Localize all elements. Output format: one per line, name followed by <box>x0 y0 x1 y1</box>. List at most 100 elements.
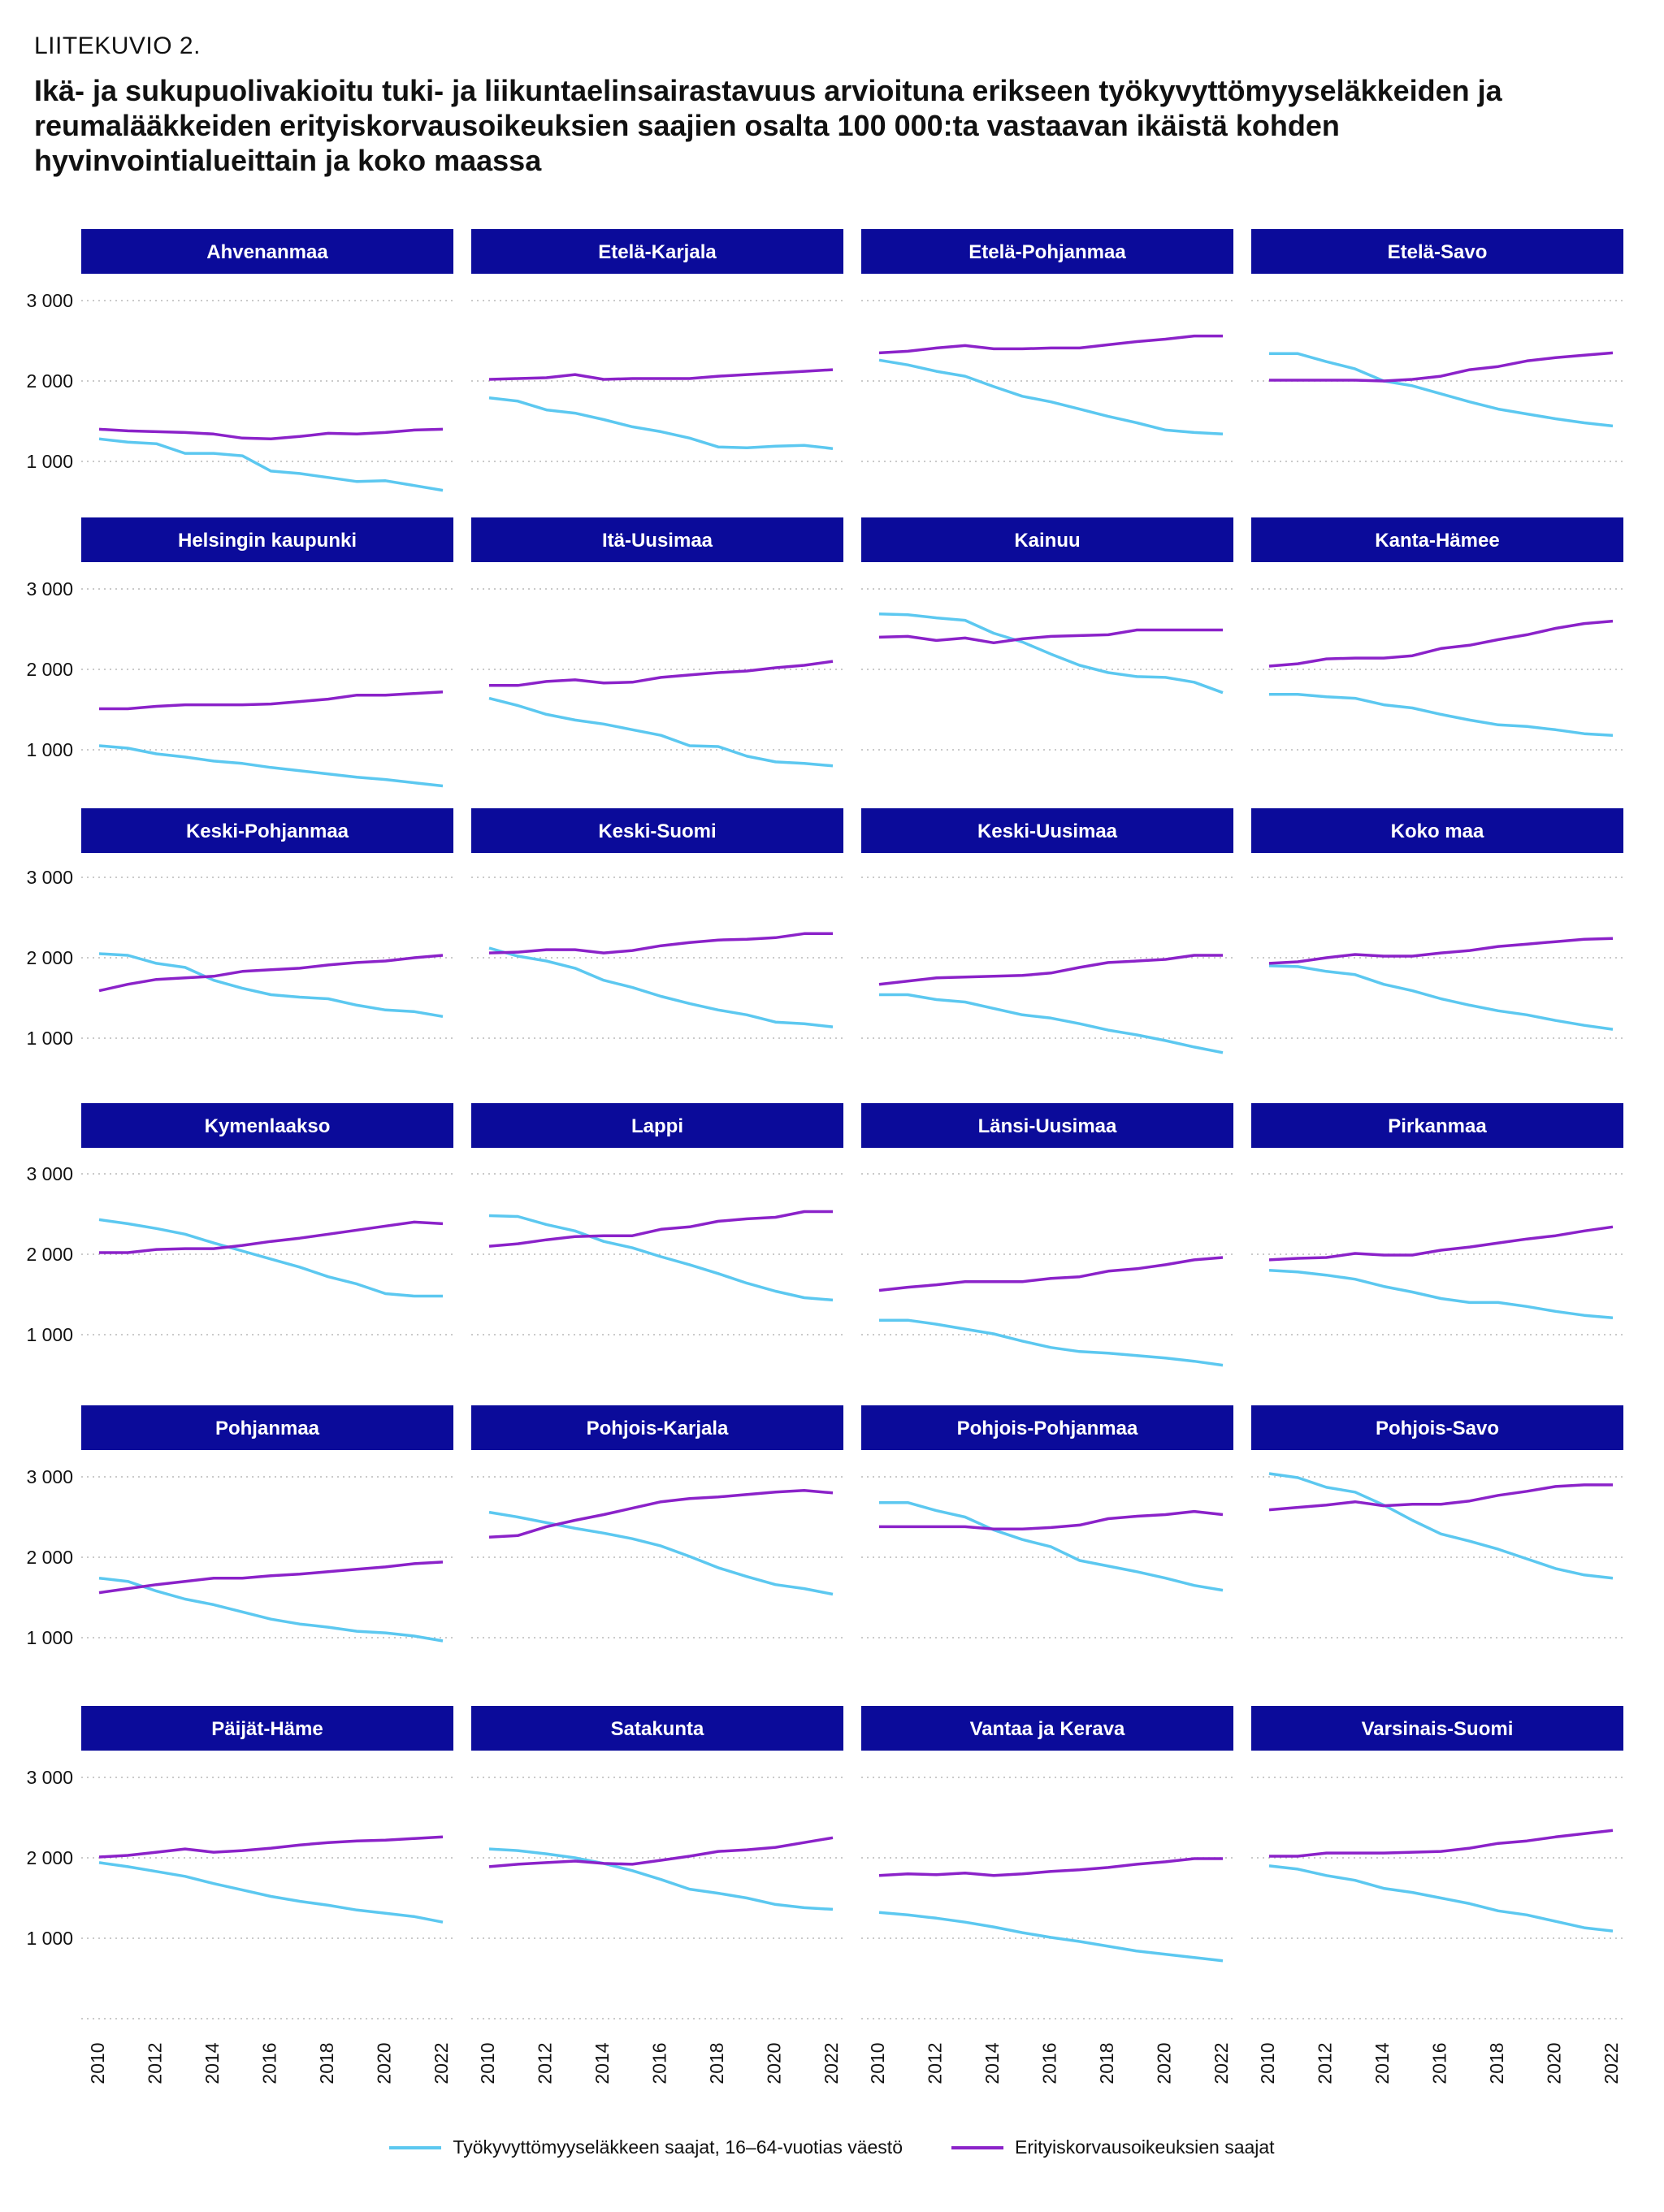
panel-title: Itä-Uusimaa <box>602 530 713 552</box>
series-line-erityiskorvausoikeus <box>878 628 1223 645</box>
series-line-erityiskorvausoikeus <box>488 1210 833 1248</box>
panel-title: Kanta-Hämee <box>1375 530 1499 552</box>
x-tick-label: 2022 <box>1601 2042 1622 2084</box>
series-line-erityiskorvausoikeus <box>488 1836 834 1868</box>
series-line-tyokyvyttomyyselake <box>1268 1472 1614 1580</box>
panel-title: Päijät-Häme <box>211 1718 323 1740</box>
panel-title: Keski-Suomi <box>598 820 716 842</box>
panel-header <box>471 1706 843 1751</box>
series-line-tyokyvyttomyyselake <box>488 1214 834 1302</box>
x-tick-label: 2022 <box>821 2042 842 2084</box>
panel-header <box>471 1103 843 1148</box>
panel-title: Vantaa ja Kerava <box>970 1718 1125 1740</box>
series-line-erityiskorvausoikeus <box>98 1835 444 1859</box>
x-tick-label: 2018 <box>1096 2042 1117 2084</box>
series-line-tyokyvyttomyyselake <box>878 358 1224 436</box>
x-tick-label: 2012 <box>145 2042 166 2084</box>
series-line-tyokyvyttomyyselake <box>879 1318 1224 1367</box>
y-tick-label: 2 000 <box>26 1547 73 1568</box>
series-line-erityiskorvausoikeus <box>99 1220 444 1254</box>
series-line-erityiskorvausoikeus <box>1268 619 1614 668</box>
series-line-erityiskorvausoikeus <box>878 954 1223 986</box>
series-line-erityiskorvausoikeus <box>879 1509 1224 1531</box>
x-tick-label: 2016 <box>1039 2042 1060 2084</box>
panel-title: Pohjois-Savo <box>1376 1418 1499 1439</box>
panel-title: Pohjois-Pohjanmaa <box>957 1418 1138 1439</box>
x-tick-label: 2020 <box>1544 2042 1565 2084</box>
x-tick-label: 2018 <box>1486 2042 1507 2084</box>
x-tick-label: 2016 <box>1429 2042 1450 2084</box>
series-line-tyokyvyttomyyselake <box>878 1911 1224 1963</box>
y-tick-label: 2 000 <box>26 370 73 392</box>
panel-header <box>1251 1103 1623 1148</box>
legend-label-series-1: Työkyvyttömyyseläkkeen saajat, 16–64-vuo… <box>453 2136 903 2158</box>
x-tick-label: 2020 <box>374 2042 395 2084</box>
x-tick-label: 2014 <box>592 2042 613 2084</box>
panel-header <box>1251 229 1623 274</box>
y-tick-label: 1 000 <box>26 1028 73 1049</box>
x-tick-label: 2014 <box>982 2042 1003 2084</box>
series-line-erityiskorvausoikeus <box>878 1256 1224 1292</box>
x-tick-label: 2012 <box>925 2042 946 2084</box>
legend: Työkyvyttömyyseläkkeen saajat, 16–64-vuo… <box>0 2136 1664 2158</box>
y-tick-label: 3 000 <box>26 867 73 888</box>
panel-header <box>471 229 843 274</box>
series-line-erityiskorvausoikeus <box>488 932 833 954</box>
x-tick-label: 2016 <box>259 2042 280 2084</box>
legend-swatch-series-1 <box>389 2145 442 2149</box>
chart-title: Ikä- ja sukupuolivakioitu tuki- ja liiku… <box>34 74 1502 177</box>
panel-header <box>81 1706 453 1751</box>
series-line-tyokyvyttomyyselake <box>98 1576 444 1643</box>
panel-title: Länsi-Uusimaa <box>978 1115 1117 1137</box>
series-line-erityiskorvausoikeus <box>488 368 834 381</box>
panel-title: Varsinais-Suomi <box>1362 1718 1514 1740</box>
series-line-erityiskorvausoikeus <box>878 1857 1223 1877</box>
series-line-tyokyvyttomyyselake <box>1268 964 1614 1031</box>
legend-item-series-2: Erityiskorvausoikeuksien saajat <box>951 2136 1275 2158</box>
panel-header <box>471 808 843 853</box>
x-tick-label: 2014 <box>1372 2042 1393 2084</box>
series-line-tyokyvyttomyyselake <box>488 696 834 768</box>
series-line-erityiskorvausoikeus <box>98 427 444 441</box>
series-line-erityiskorvausoikeus <box>1268 937 1614 965</box>
x-tick-label: 2010 <box>867 2042 888 2084</box>
panel-header <box>861 1103 1233 1148</box>
panel-title: Koko maa <box>1391 820 1484 842</box>
series-line-tyokyvyttomyyselake <box>1268 1864 1614 1933</box>
x-tick-label: 2022 <box>431 2042 452 2084</box>
panel-header <box>81 1405 453 1450</box>
x-tick-label: 2016 <box>649 2042 670 2084</box>
y-tick-label: 1 000 <box>26 1627 73 1648</box>
x-tick-label: 2010 <box>87 2042 108 2084</box>
y-tick-label: 3 000 <box>26 1767 73 1788</box>
series-line-tyokyvyttomyyselake <box>98 952 444 1019</box>
series-line-tyokyvyttomyyselake <box>488 1510 834 1596</box>
series-line-erityiskorvausoikeus <box>98 1561 444 1595</box>
x-tick-label: 2020 <box>1154 2042 1175 2084</box>
y-tick-label: 2 000 <box>26 1244 73 1265</box>
panel-title: Etelä-Pohjanmaa <box>968 241 1126 263</box>
x-tick-label: 2018 <box>706 2042 727 2084</box>
y-tick-label: 3 000 <box>26 290 73 311</box>
series-line-tyokyvyttomyyselake <box>98 1218 443 1298</box>
series-line-tyokyvyttomyyselake <box>879 993 1224 1054</box>
panel-title: Pohjanmaa <box>215 1418 320 1439</box>
panel-header <box>81 1103 453 1148</box>
legend-item-series-1: Työkyvyttömyyseläkkeen saajat, 16–64-vuo… <box>389 2136 903 2158</box>
series-line-erityiskorvausoikeus <box>1268 1483 1613 1512</box>
x-tick-label: 2010 <box>1257 2042 1278 2084</box>
panel-title: Satakunta <box>611 1718 704 1740</box>
x-tick-label: 2020 <box>764 2042 785 2084</box>
y-tick-label: 3 000 <box>26 578 73 600</box>
x-tick-label: 2012 <box>1315 2042 1336 2084</box>
y-tick-label: 1 000 <box>26 1928 73 1949</box>
y-tick-label: 2 000 <box>26 659 73 680</box>
series-line-erityiskorvausoikeus <box>488 1489 834 1539</box>
panel-header <box>861 517 1233 562</box>
series-line-tyokyvyttomyyselake <box>1269 352 1614 428</box>
x-tick-label: 2014 <box>202 2042 223 2084</box>
x-tick-label: 2022 <box>1211 2042 1232 2084</box>
panel-title: Etelä-Karjala <box>598 241 717 263</box>
y-tick-label: 2 000 <box>26 947 73 968</box>
